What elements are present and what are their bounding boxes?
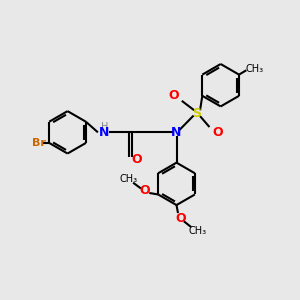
Text: O: O <box>139 184 150 196</box>
Text: N: N <box>171 126 182 139</box>
Text: N: N <box>99 126 110 140</box>
Text: O: O <box>212 126 223 139</box>
Text: Br: Br <box>32 138 46 148</box>
Text: O: O <box>131 153 142 166</box>
Text: CH₃: CH₃ <box>245 64 263 74</box>
Text: H: H <box>101 122 108 132</box>
Text: S: S <box>193 107 202 120</box>
Text: CH₃: CH₃ <box>120 174 138 184</box>
Text: CH₃: CH₃ <box>188 226 206 236</box>
Text: O: O <box>168 89 179 102</box>
Text: O: O <box>176 212 186 225</box>
